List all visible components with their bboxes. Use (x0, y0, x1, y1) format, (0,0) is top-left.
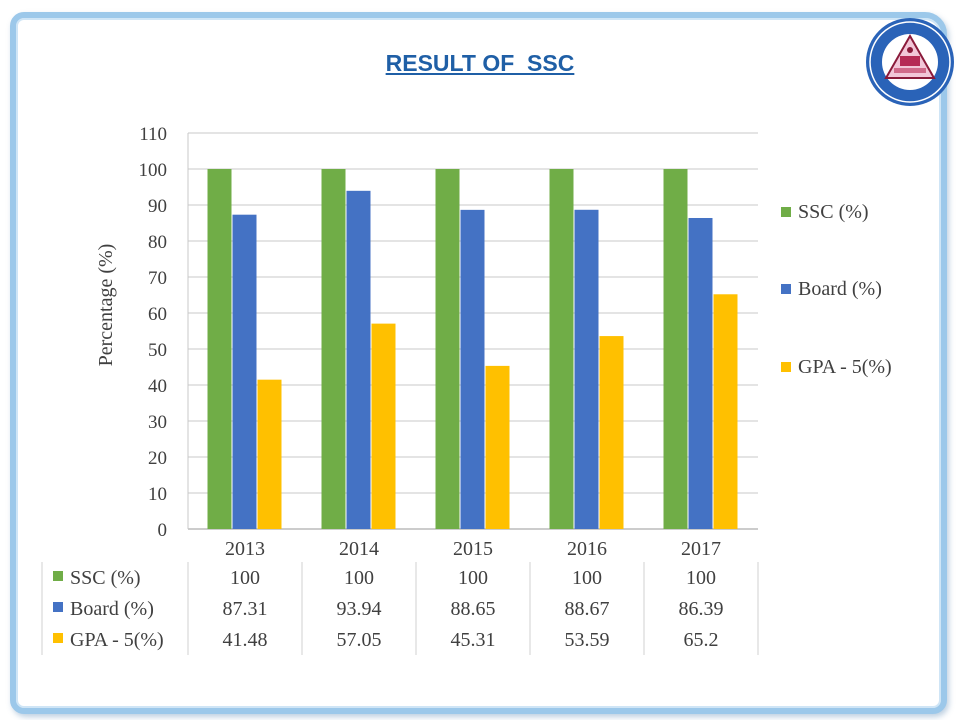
y-axis-ticks: 0 10 20 30 40 50 60 70 80 90 100 110 (139, 124, 168, 541)
x-tick-label: 2017 (681, 538, 721, 560)
y-tick-label: 110 (139, 124, 167, 145)
table-cell: 53.59 (565, 629, 610, 651)
table-cell: 100 (572, 567, 602, 589)
bar-gpa5-2014 (371, 323, 396, 529)
table-cell: 100 (344, 567, 374, 589)
table-cell: 88.65 (451, 598, 496, 620)
y-tick-label: 90 (148, 196, 167, 217)
y-tick-label: 70 (148, 268, 167, 289)
legend-swatch (781, 362, 791, 372)
x-axis-labels: 2013 2014 2015 2016 2017 (225, 538, 721, 560)
data-table: SSC (%) 100 100 100 100 100 Board (%) 87.31 93.9… (41, 562, 759, 655)
college-emblem-icon (866, 18, 954, 106)
table-row-label: SSC (%) (70, 567, 141, 589)
y-tick-label: 50 (148, 340, 167, 361)
x-tick-label: 2013 (225, 538, 265, 560)
bar-board-2014 (346, 190, 371, 530)
y-tick-label: 0 (158, 520, 168, 541)
bar-gpa5-2015 (485, 365, 510, 529)
bars (207, 169, 738, 530)
table-row-label: GPA - 5(%) (70, 629, 164, 651)
legend-swatch (781, 207, 791, 217)
bar-ssc-2014 (321, 169, 346, 529)
table-legend-swatch (53, 633, 63, 643)
bar-board-2015 (460, 209, 485, 530)
table-cell: 57.05 (337, 629, 382, 651)
bar-board-2013 (232, 214, 257, 529)
table-cell: 65.2 (684, 629, 719, 651)
x-tick-label: 2014 (339, 538, 379, 560)
bar-ssc-2015 (435, 169, 460, 529)
slide-title: RESULT OF SSC (385, 50, 575, 76)
bar-gpa5-2016 (599, 336, 624, 529)
table-legend-swatch (53, 571, 63, 581)
y-tick-label: 30 (148, 412, 167, 433)
table-cell: 88.67 (565, 598, 610, 620)
table-cell: 100 (686, 567, 716, 589)
table-legend-swatch (53, 602, 63, 612)
y-axis-label: Percentage (%) (95, 244, 117, 367)
table-cell: 86.39 (679, 598, 724, 620)
y-tick-label: 100 (139, 160, 168, 181)
bar-gpa5-2017 (713, 294, 738, 529)
y-tick-label: 80 (148, 232, 167, 253)
y-tick-label: 20 (148, 448, 167, 469)
table-cell: 41.48 (223, 629, 268, 651)
legend-swatch (781, 284, 791, 294)
bar-gpa5-2013 (257, 379, 282, 529)
legend-label: GPA - 5(%) (798, 356, 892, 378)
table-cell: 93.94 (337, 598, 382, 620)
table-cell: 100 (458, 567, 488, 589)
legend-label: SSC (%) (798, 201, 869, 223)
bar-ssc-2016 (549, 169, 574, 529)
x-tick-label: 2016 (567, 538, 607, 560)
bar-ssc-2013 (207, 169, 232, 529)
bar-ssc-2017 (663, 169, 688, 529)
bar-board-2017 (688, 217, 713, 529)
table-cell: 100 (230, 567, 260, 589)
x-tick-label: 2015 (453, 538, 493, 560)
table-cell: 87.31 (223, 598, 268, 620)
table-cell: 45.31 (451, 629, 496, 651)
y-tick-label: 10 (148, 484, 167, 505)
y-tick-label: 60 (148, 304, 167, 325)
legend: SSC (%) Board (%) GPA - 5(%) (781, 201, 892, 378)
table-row-label: Board (%) (70, 598, 154, 620)
y-tick-label: 40 (148, 376, 167, 397)
bar-board-2016 (574, 209, 599, 529)
legend-label: Board (%) (798, 278, 882, 300)
